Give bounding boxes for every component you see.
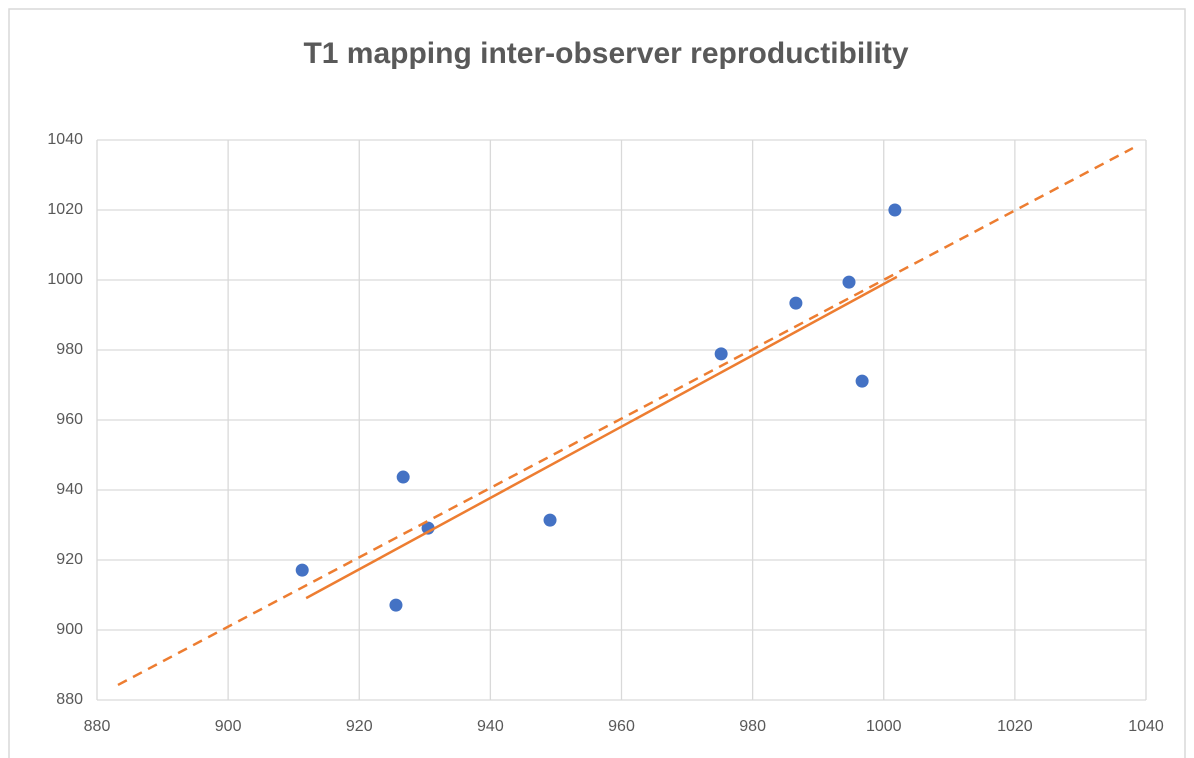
- data-point: [543, 513, 557, 527]
- chart-title: T1 mapping inter-observer reproductibili…: [303, 37, 908, 70]
- x-tick-label: 960: [608, 718, 635, 735]
- data-point: [789, 296, 803, 310]
- x-tick-label: 1020: [997, 718, 1033, 735]
- data-point: [855, 374, 869, 388]
- x-tick-label: 1040: [1128, 718, 1164, 735]
- x-tick-label: 940: [477, 718, 504, 735]
- y-tick-label: 980: [56, 341, 83, 358]
- x-tick-label: 980: [739, 718, 766, 735]
- data-point: [389, 598, 403, 612]
- data-point: [396, 470, 410, 484]
- x-tick-label: 880: [84, 718, 111, 735]
- y-tick-label: 1020: [47, 201, 83, 218]
- data-point: [888, 203, 902, 217]
- x-tick-label: 920: [346, 718, 373, 735]
- x-tick-label: 900: [215, 718, 242, 735]
- dashed-line: [117, 146, 1134, 687]
- y-tick-label: 900: [56, 621, 83, 638]
- y-tick-label: 880: [56, 691, 83, 708]
- chart-border: [8, 8, 1186, 758]
- trend-line: [305, 275, 898, 600]
- x-tick-label: 1000: [866, 718, 902, 735]
- y-tick-label: 1000: [47, 271, 83, 288]
- y-tick-label: 940: [56, 481, 83, 498]
- y-tick-label: 960: [56, 411, 83, 428]
- data-point: [714, 347, 728, 361]
- data-point: [295, 563, 309, 577]
- data-point: [842, 275, 856, 289]
- y-tick-label: 920: [56, 551, 83, 568]
- y-tick-label: 1040: [47, 131, 83, 148]
